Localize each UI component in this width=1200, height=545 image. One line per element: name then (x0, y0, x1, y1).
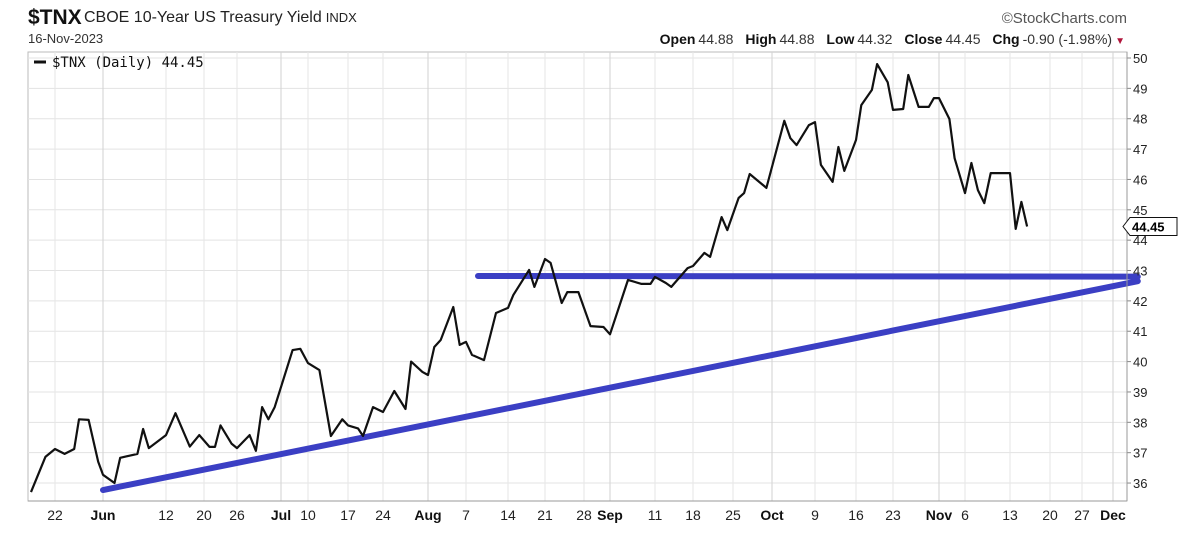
high-label: High (745, 31, 777, 47)
last-value-tag-box (1122, 216, 1178, 236)
x-tick-label: 6 (961, 507, 969, 523)
chart-date: 16-Nov-2023 (28, 31, 104, 46)
x-tick-label: 25 (725, 507, 741, 523)
security-name: CBOE 10-Year US Treasury Yield INDX (84, 9, 357, 27)
x-tick-label: Nov (926, 507, 953, 523)
x-tick-label: 12 (158, 507, 174, 523)
y-tick-label: 49 (1133, 81, 1147, 96)
close-value: 44.45 (945, 31, 981, 47)
x-tick-label: Oct (760, 507, 784, 523)
high-value: 44.88 (779, 31, 815, 47)
y-tick-label: 47 (1133, 142, 1147, 157)
x-tick-label: 9 (811, 507, 819, 523)
x-tick-label: 16 (848, 507, 864, 523)
legend: $TNX (Daily) 44.45 (34, 55, 204, 71)
y-tick-label: 36 (1133, 476, 1147, 491)
close-label: Close (904, 31, 943, 47)
open-value: 44.88 (698, 31, 734, 47)
x-tick-label: 13 (1002, 507, 1018, 523)
x-tick-label: 11 (648, 507, 663, 523)
open-label: Open (659, 31, 696, 47)
ohlc-summary: Open 44.88 High 44.88 Low 44.32 Close 44.45 … (652, 31, 1125, 47)
x-tick-label: 23 (885, 507, 901, 523)
x-tick-label: 28 (576, 507, 592, 523)
y-tick-label: 50 (1133, 51, 1147, 66)
security-name-text: CBOE 10-Year US Treasury Yield (84, 9, 322, 26)
chg-label: Chg (992, 31, 1020, 47)
trendlines (100, 272, 1141, 494)
y-tick-label: 40 (1133, 355, 1147, 370)
y-tick-label: 42 (1133, 294, 1147, 309)
x-tick-label: 20 (1042, 507, 1058, 523)
legend-label: $TNX (Daily) 44.45 (52, 55, 204, 71)
x-tick-label: 18 (685, 507, 701, 523)
down-triangle-icon: ▼ (1115, 36, 1125, 47)
last-value-tag-text: 44.45 (1132, 219, 1165, 234)
trendline (100, 278, 1141, 494)
x-tick-label: Aug (414, 507, 441, 523)
trendline (475, 272, 1141, 280)
y-tick-label: 46 (1133, 172, 1147, 187)
x-tick-label: 7 (462, 507, 470, 523)
x-tick-label: Jun (91, 507, 116, 523)
x-tick-label: 22 (47, 507, 63, 523)
x-tick-label: Dec (1100, 507, 1126, 523)
axes: 36 37 38 39 40 41 42 43 44 45 46 47 48 49 50 22 Jun 12 20 2… (28, 51, 1147, 523)
x-tick-label: Sep (597, 507, 623, 523)
y-tick-label: 44 (1133, 233, 1147, 248)
price-line (29, 62, 1029, 493)
last-value-tag: 44.45 (1122, 216, 1178, 236)
y-tick-label: 37 (1133, 446, 1147, 461)
symbol: $TNX (28, 6, 82, 29)
y-tick-label: 43 (1133, 264, 1147, 279)
exchange: INDX (325, 10, 357, 25)
x-tick-label: 27 (1074, 507, 1090, 523)
x-tick-label: 26 (229, 507, 245, 523)
x-tick-label: 20 (196, 507, 212, 523)
x-tick-label: 24 (375, 507, 391, 523)
y-tick-label: 38 (1133, 415, 1147, 430)
low-label: Low (826, 31, 855, 47)
y-tick-label: 48 (1133, 112, 1147, 127)
y-tick-label: 45 (1133, 203, 1147, 218)
y-tick-label: 41 (1133, 324, 1147, 339)
y-tick-label: 39 (1133, 385, 1147, 400)
copyright: ©StockCharts.com (1001, 10, 1127, 27)
x-tick-label: 10 (300, 507, 316, 523)
x-tick-label: 21 (537, 507, 553, 523)
x-tick-label: Jul (271, 507, 291, 523)
x-tick-label: 14 (500, 507, 516, 523)
x-tick-label: 17 (340, 507, 356, 523)
low-value: 44.32 (857, 31, 893, 47)
chg-value: -0.90 (-1.98%) (1022, 31, 1113, 47)
